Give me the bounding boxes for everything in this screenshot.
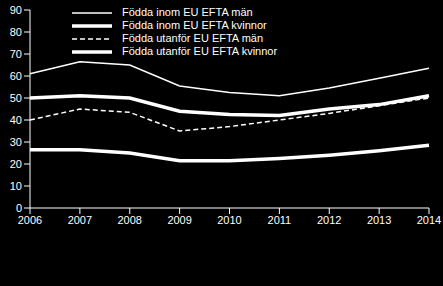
svg-text:2008: 2008 — [118, 214, 142, 226]
svg-text:2007: 2007 — [68, 214, 92, 226]
svg-text:2013: 2013 — [367, 214, 391, 226]
svg-text:2011: 2011 — [268, 214, 292, 226]
svg-text:2006: 2006 — [18, 214, 42, 226]
svg-text:0: 0 — [16, 202, 22, 214]
svg-text:2009: 2009 — [167, 214, 191, 226]
svg-text:2010: 2010 — [217, 214, 241, 226]
svg-text:60: 60 — [10, 70, 22, 82]
svg-text:80: 80 — [10, 26, 22, 38]
svg-text:2012: 2012 — [317, 214, 341, 226]
html-text:Födda utanför EU EFTA män: Födda utanför EU EFTA män — [122, 32, 263, 44]
svg-text:20: 20 — [10, 158, 22, 170]
html-text:Födda utanför EU EFTA kvinnor: Födda utanför EU EFTA kvinnor — [122, 45, 278, 57]
svg-text:90: 90 — [10, 4, 22, 16]
html-text:Födda inom EU EFTA kvinnor: Födda inom EU EFTA kvinnor — [122, 19, 267, 31]
html-text:Födda inom EU EFTA män: Födda inom EU EFTA män — [122, 6, 253, 18]
svg-text:70: 70 — [10, 48, 22, 60]
svg-text:30: 30 — [10, 136, 22, 148]
svg-text:50: 50 — [10, 92, 22, 104]
svg-text:40: 40 — [10, 114, 22, 126]
svg-text:2014: 2014 — [417, 214, 435, 226]
svg-text:10: 10 — [10, 180, 22, 192]
